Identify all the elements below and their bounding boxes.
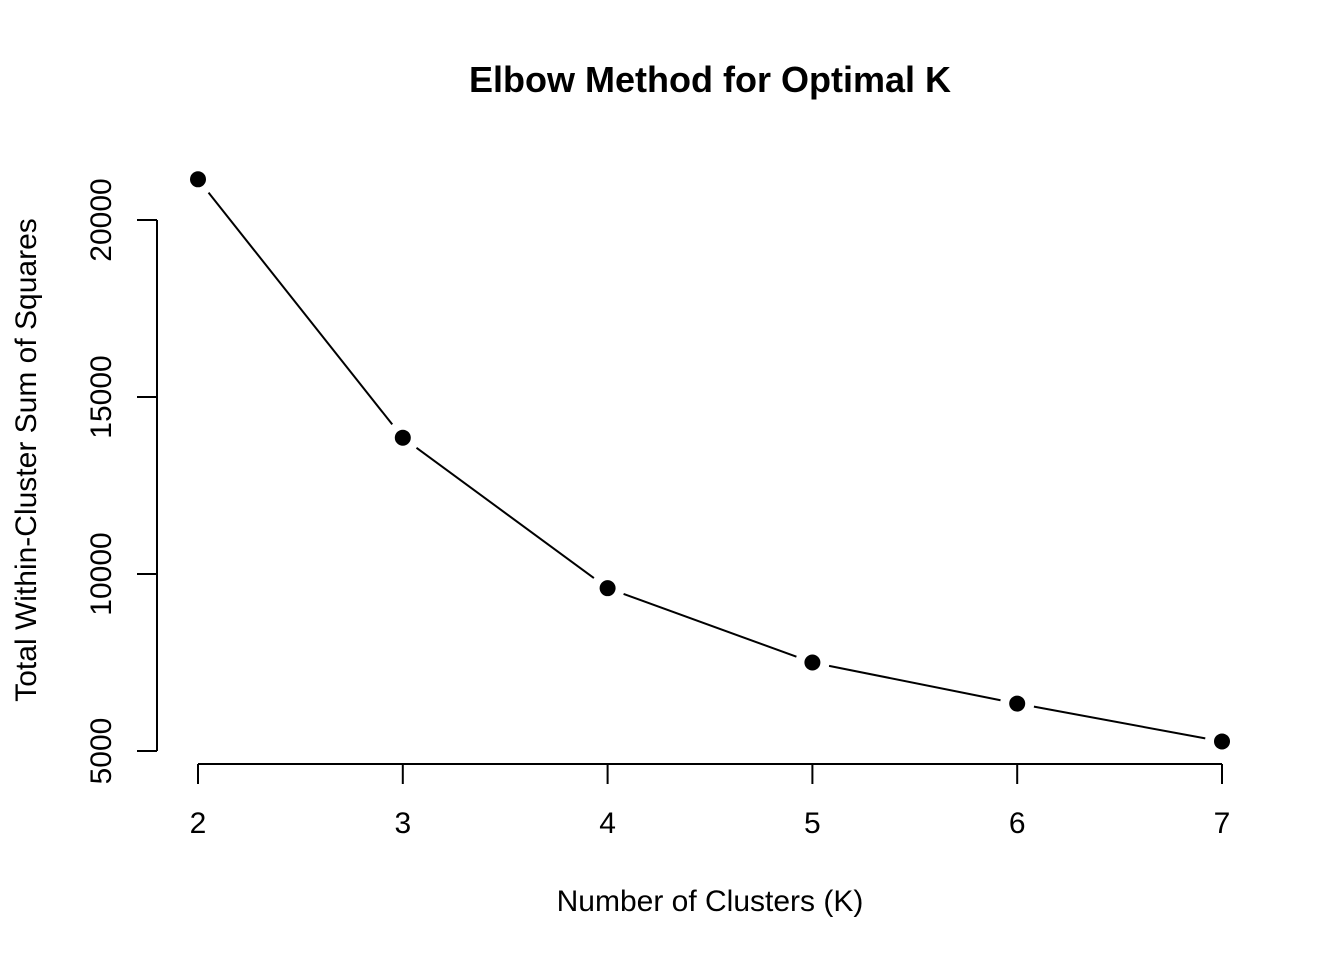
y-tick-label-15000: 15000	[85, 355, 118, 438]
line-segment-3-4	[415, 446, 595, 579]
data-point-k3	[394, 429, 411, 446]
chart-title: Elbow Method for Optimal K	[469, 59, 951, 100]
data-point-k4	[599, 580, 616, 597]
data-point-k2	[190, 171, 206, 188]
series-line	[207, 191, 1206, 740]
y-axis-label: Total Within-Cluster Sum of Squares	[10, 218, 43, 702]
x-tick-label-6: 6	[1009, 807, 1026, 840]
data-point-k7	[1214, 733, 1230, 750]
x-tick-label-5: 5	[804, 807, 821, 840]
y-tick-label-5000: 5000	[85, 718, 118, 785]
y-tick-label-20000: 20000	[85, 178, 118, 261]
data-point-k5	[804, 654, 821, 671]
data-point-k6	[1009, 695, 1026, 712]
x-tick-label-4: 4	[599, 807, 616, 840]
series-points	[190, 171, 1230, 750]
x-tick-label-7: 7	[1214, 807, 1231, 840]
y-tick-label-10000: 10000	[85, 532, 118, 615]
x-axis-label: Number of Clusters (K)	[557, 885, 864, 918]
line-segment-2-3	[207, 191, 394, 426]
x-tick-label-3: 3	[394, 807, 411, 840]
line-segment-6-7	[1033, 705, 1206, 740]
axes: 2 3 4 5 6 7 5000 10000 15000 20000	[85, 178, 1230, 840]
x-tick-label-2: 2	[190, 807, 207, 840]
line-segment-5-6	[828, 664, 1001, 702]
line-segment-4-5	[623, 593, 797, 658]
